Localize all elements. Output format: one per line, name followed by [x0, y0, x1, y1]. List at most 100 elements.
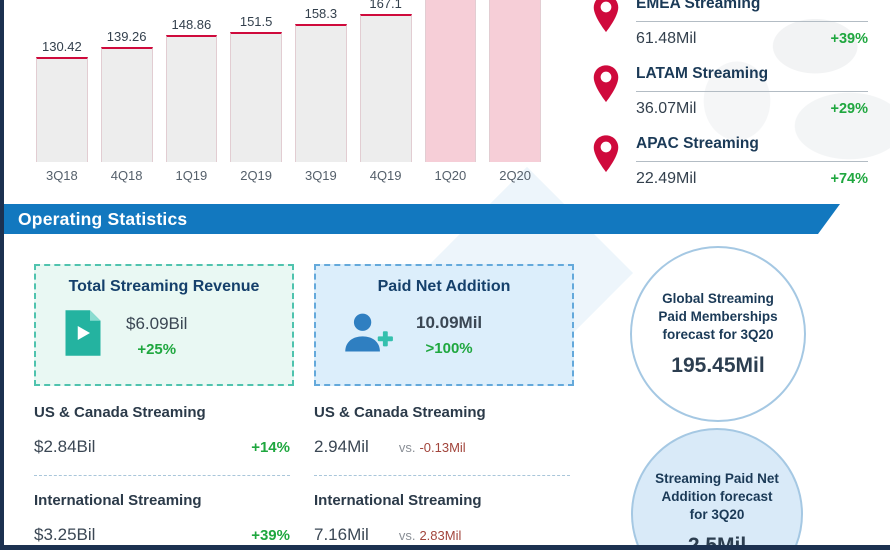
region-change: +29%: [830, 101, 869, 117]
bar: [165, 35, 218, 162]
bar-value-label: 158.3: [304, 6, 338, 21]
region-row: 22.49Mil +74%: [636, 170, 868, 192]
bar: [489, 0, 541, 162]
card-main: $6.09Bil +25%: [48, 310, 280, 361]
region-title: APAC Streaming: [636, 134, 868, 162]
bar-column: [489, 0, 541, 162]
bar-value-label: 148.86: [171, 17, 212, 32]
card-change: +25%: [137, 340, 177, 358]
substat-comparison: vs. 2.83Mil: [399, 528, 462, 543]
card-value: $6.09Bil: [126, 313, 188, 333]
region-change: +39%: [830, 31, 869, 47]
region-body: APAC Streaming 22.49Mil +74%: [636, 134, 868, 192]
region-stat-apac: APAC Streaming 22.49Mil +74%: [592, 134, 868, 192]
vs-value: -0.13Mil: [419, 440, 466, 455]
bar-column: 139.26: [100, 29, 153, 162]
bar-value-label: 167.1: [369, 0, 402, 11]
region-row: 61.48Mil +39%: [636, 30, 868, 52]
bar: [295, 24, 347, 162]
document-play-icon: [62, 310, 104, 361]
card-title: Paid Net Addition: [377, 278, 511, 295]
forecast-circle-net-addition: Streaming Paid Net Addition forecast for…: [631, 428, 803, 550]
substat-value: $3.25Bil: [34, 525, 96, 544]
person-plus-icon: [342, 310, 394, 359]
bar-category-label: 4Q18: [110, 168, 143, 183]
substat-row: $2.84Bil +14%: [34, 437, 290, 476]
substat-label: US & Canada Streaming: [34, 404, 206, 421]
substat-value: $2.84Bil: [34, 437, 96, 456]
world-map-background: [550, 0, 890, 210]
bar-column: 158.3: [295, 6, 347, 162]
bar-category-label: 3Q18: [45, 168, 78, 183]
substat-label: US & Canada Streaming: [314, 404, 486, 421]
bar-column: 148.86: [165, 17, 218, 162]
bar-category-label: 2Q20: [499, 168, 532, 183]
forecast-text: Global Streaming Paid Memberships foreca…: [658, 290, 778, 343]
bar-column: [424, 0, 477, 162]
bar: [36, 57, 88, 162]
bar-chart-plot-area: 130.42 139.26 148.86 151.5 158.3 167.1: [36, 0, 541, 162]
substat-label: International Streaming: [314, 492, 482, 509]
bar-category-label: 1Q19: [175, 168, 208, 183]
bar-category-label: 4Q19: [369, 168, 402, 183]
card-values: $6.09Bil +25%: [126, 314, 187, 358]
quarterly-memberships-bar-chart: 130.42 139.26 148.86 151.5 158.3 167.1 3Q18 4Q…: [36, 0, 541, 183]
substat-row: $3.25Bil +39%: [34, 525, 290, 545]
substat-comparison: vs. -0.13Mil: [399, 440, 466, 455]
map-pin-icon: [592, 64, 622, 122]
forecast-value: 195.45Mil: [671, 354, 765, 378]
bar-category-label: 2Q19: [240, 168, 273, 183]
map-pin-icon: [592, 0, 622, 52]
bar-column: 167.1: [359, 0, 412, 162]
regional-stats-panel: EMEA Streaming 61.48Mil +39% LATAM Strea…: [592, 0, 868, 204]
vs-value: 2.83Mil: [419, 528, 462, 543]
region-stat-emea: EMEA Streaming 61.48Mil +39%: [592, 0, 868, 52]
substat-label: International Streaming: [34, 492, 202, 509]
card-title: Total Streaming Revenue: [68, 278, 260, 295]
vs-label: vs.: [398, 440, 416, 455]
paid-net-addition-card: Paid Net Addition 10.09Mil >100%: [314, 264, 574, 386]
section-title: Operating Statistics: [18, 208, 188, 229]
region-value: 22.49Mil: [636, 170, 697, 187]
region-title: LATAM Streaming: [636, 64, 868, 92]
bar: [230, 32, 282, 162]
map-pin-icon: [592, 134, 622, 192]
substat-value: 7.16Mil: [314, 525, 369, 544]
total-streaming-revenue-card: Total Streaming Revenue $6.09Bil +25%: [34, 264, 294, 386]
region-change: +74%: [830, 171, 869, 187]
region-value: 36.07Mil: [636, 100, 697, 117]
card-values: 10.09Mil >100%: [416, 313, 482, 357]
region-value: 61.48Mil: [636, 30, 697, 47]
card-main: 10.09Mil >100%: [328, 310, 560, 359]
bar-category-label: 3Q19: [304, 168, 337, 183]
forecast-text: Streaming Paid Net Addition forecast for…: [655, 470, 779, 523]
card-value: 10.09Mil: [416, 312, 483, 332]
bar: [100, 47, 153, 162]
substat-value: 2.94Mil: [314, 437, 369, 456]
substat-change: +14%: [251, 439, 290, 456]
revenue-breakdown: US & Canada Streaming $2.84Bil +14% Inte…: [34, 404, 290, 545]
substat-row: 7.16Mil vs. 2.83Mil: [314, 525, 570, 545]
bar-value-label: 139.26: [106, 29, 147, 44]
region-body: LATAM Streaming 36.07Mil +29%: [636, 64, 868, 122]
bar-value-label: 130.42: [41, 39, 82, 54]
bar-column: 151.5: [230, 14, 282, 162]
bar-column: 130.42: [36, 39, 88, 162]
net-addition-breakdown: US & Canada Streaming 2.94Mil vs. -0.13Mi…: [314, 404, 570, 545]
forecast-value: 2.5Mil: [687, 534, 747, 550]
forecast-circle-memberships: Global Streaming Paid Memberships foreca…: [630, 246, 806, 422]
bar-category-label: 1Q20: [434, 168, 467, 183]
region-stat-latam: LATAM Streaming 36.07Mil +29%: [592, 64, 868, 122]
bar: [359, 14, 412, 162]
card-change: >100%: [425, 339, 473, 357]
bar-value-label: 151.5: [239, 14, 273, 29]
region-body: EMEA Streaming 61.48Mil +39%: [636, 0, 868, 52]
region-row: 36.07Mil +29%: [636, 100, 868, 122]
bar-chart-category-axis: 3Q18 4Q18 1Q19 2Q19 3Q19 4Q19 1Q20 2Q20: [36, 168, 541, 183]
substat-row: 2.94Mil vs. -0.13Mil: [314, 437, 570, 476]
bar: [424, 0, 477, 162]
substat-change: +39%: [251, 527, 290, 544]
vs-label: vs.: [398, 528, 416, 543]
operating-statistics-banner: Operating Statistics: [4, 204, 840, 234]
